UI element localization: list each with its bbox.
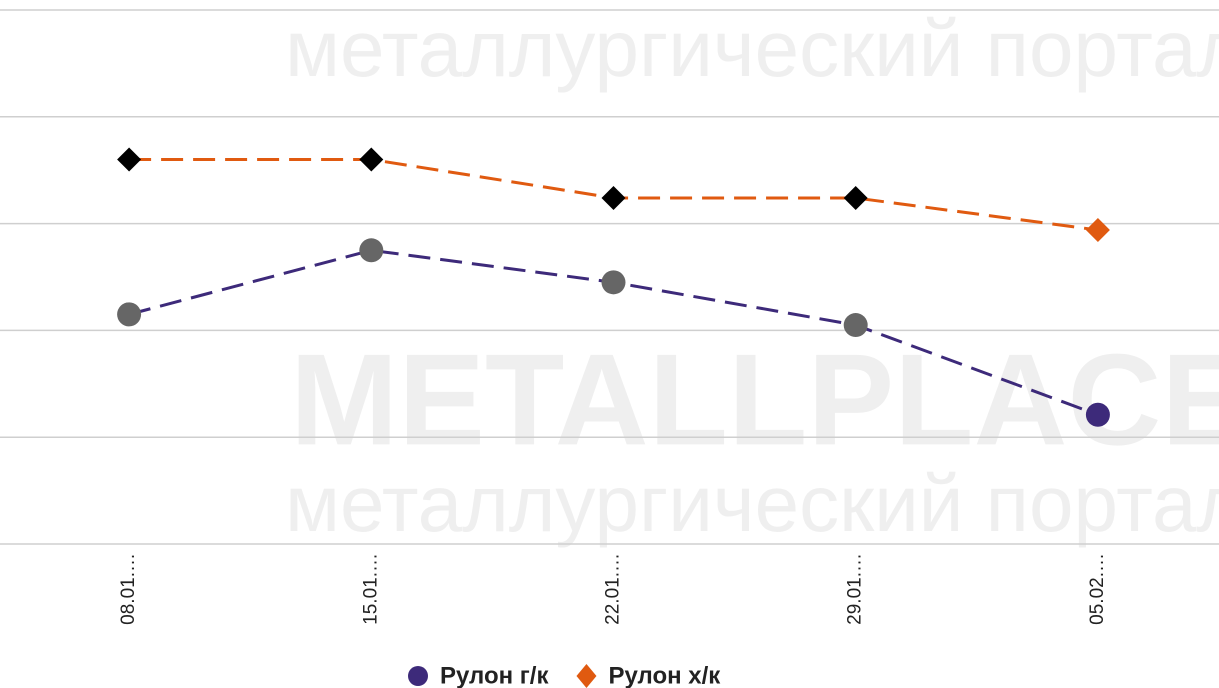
legend-item: Рулон г/к <box>408 662 549 688</box>
legend-label: Рулон х/к <box>608 662 721 688</box>
marker <box>117 302 142 327</box>
x-tick-label: 15.01.… <box>360 553 381 625</box>
marker <box>1085 402 1110 427</box>
marker <box>601 185 626 210</box>
marker <box>359 147 384 172</box>
watermark-caption: металлургический портал <box>285 459 1219 548</box>
marker <box>843 185 868 210</box>
marker <box>843 313 868 338</box>
marker <box>1085 218 1110 243</box>
marker <box>601 270 626 295</box>
x-tick-label: 22.01.… <box>603 553 624 625</box>
x-tick-label: 29.01.… <box>845 553 866 625</box>
x-tick-label: 05.02.… <box>1087 553 1108 625</box>
legend-item: Рулон х/к <box>576 662 721 688</box>
legend-marker <box>576 664 597 688</box>
marker <box>359 238 384 263</box>
watermark: METALLPLACE.RU металлургический портал м… <box>285 4 1219 548</box>
marker <box>117 147 142 172</box>
watermark-caption: металлургический портал <box>285 4 1219 93</box>
legend-marker <box>408 666 428 686</box>
watermark-logo: METALLPLACE.RU <box>290 326 1219 472</box>
x-tick-label: 08.01.… <box>118 553 139 625</box>
legend-label: Рулон г/к <box>440 662 549 688</box>
